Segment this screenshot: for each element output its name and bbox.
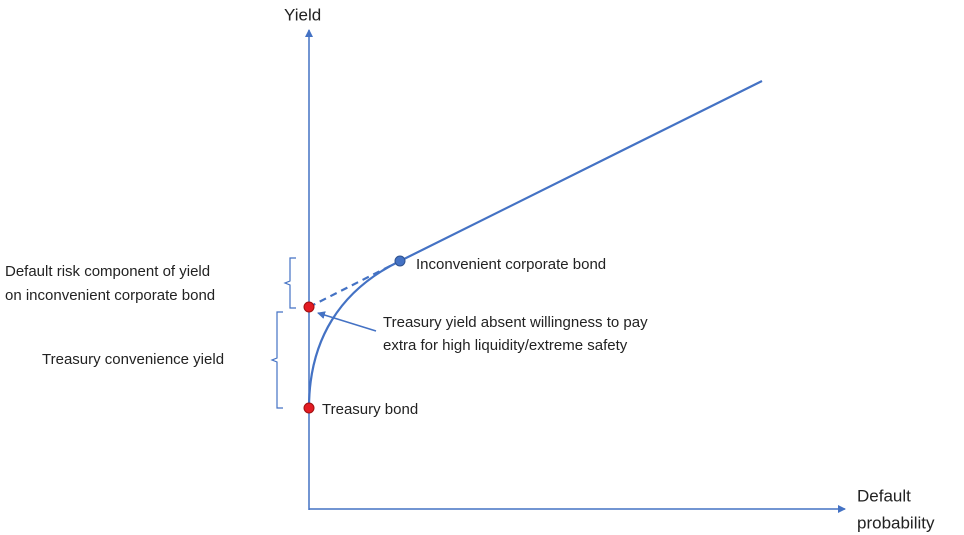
corporate-point bbox=[394, 255, 406, 267]
point-label: Inconvenient corporate bond bbox=[416, 256, 606, 273]
dashed-extension bbox=[308, 260, 401, 308]
bracket-label: Default risk component of yield bbox=[5, 263, 210, 280]
annotation-arrow bbox=[317, 311, 377, 332]
annotation: Treasury yield absent willingness to pay bbox=[383, 314, 648, 331]
y-axis-label: Yield bbox=[284, 5, 321, 24]
bracket-label: Treasury convenience yield bbox=[42, 351, 224, 368]
treasury-point bbox=[303, 402, 315, 414]
bracket-label: on inconvenient corporate bond bbox=[5, 287, 215, 304]
annotation: extra for high liquidity/extreme safety bbox=[383, 337, 628, 354]
treasury-absent-point bbox=[303, 301, 315, 313]
x-axis-label: probability bbox=[857, 513, 935, 532]
bracket bbox=[270, 311, 283, 409]
yield-curve bbox=[307, 80, 763, 409]
point-label: Treasury bond bbox=[322, 401, 418, 418]
bracket bbox=[283, 257, 296, 309]
x-axis-label: Default bbox=[857, 486, 911, 505]
